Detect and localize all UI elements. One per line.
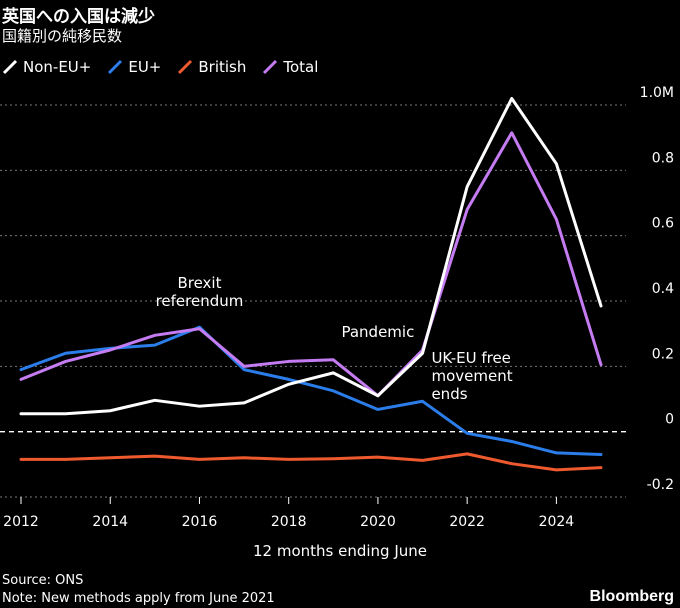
chart-title: 英国への入国は減少	[2, 7, 155, 27]
annotation-line: movement	[431, 367, 512, 385]
x-tick-label: 2016	[182, 514, 218, 530]
annotation-line: Brexit	[177, 274, 221, 292]
x-tick-label: 2024	[539, 514, 575, 530]
y-tick-label: 0.8	[652, 150, 674, 166]
legend-line-icon	[263, 59, 278, 75]
legend-label-eu: EU+	[128, 58, 162, 76]
y-tick-label: -0.2	[647, 477, 674, 493]
legend-label-non-eu: Non-EU+	[23, 58, 92, 76]
x-tick-label: 2012	[3, 514, 39, 530]
annotation-line: referendum	[156, 292, 244, 310]
annotation: UK-EU free movement ends	[431, 349, 512, 403]
legend-item: Non-EU+	[2, 58, 91, 76]
annotation: Pandemic	[341, 323, 414, 341]
series-line-eu	[19, 325, 603, 457]
legend-line-icon	[108, 59, 123, 75]
y-tick-label: 0.4	[652, 281, 674, 297]
legend-label-total: Total	[283, 58, 319, 76]
x-axis-title: 12 months ending June	[252, 542, 427, 560]
x-tick-label: 2018	[271, 514, 307, 530]
x-tick-label: 2022	[449, 514, 485, 530]
annotation-line: Pandemic	[341, 323, 414, 341]
legend-label-british: British	[198, 58, 247, 76]
y-tick-label: 1.0M	[640, 85, 674, 101]
legend-item: EU+	[107, 58, 161, 76]
y-tick-label: 0.6	[652, 216, 674, 232]
legend: Non-EU+ EU+ British Total	[2, 58, 318, 76]
x-tick-label: 2014	[92, 514, 128, 530]
annotation-line: UK-EU free	[431, 349, 510, 367]
note-text: Note: New methods apply from June 2021	[2, 591, 275, 606]
legend-line-icon	[2, 59, 18, 75]
legend-line-icon	[178, 59, 193, 75]
legend-item: Total	[262, 58, 318, 76]
legend-item: British	[177, 58, 246, 76]
annotation-line: ends	[431, 385, 467, 403]
series-line-total	[19, 131, 603, 398]
chart-subtitle: 国籍別の純移民数	[2, 27, 123, 45]
series-line-british	[19, 452, 603, 472]
y-tick-label: 0.2	[652, 346, 674, 362]
x-tick-label: 2020	[360, 514, 396, 530]
annotation: Brexit referendum	[156, 274, 244, 310]
series-line-non-eu	[19, 96, 603, 416]
source-text: Source: ONS	[2, 573, 84, 588]
bloomberg-logo: Bloomberg	[589, 588, 674, 605]
y-tick-label: 0	[665, 412, 674, 428]
